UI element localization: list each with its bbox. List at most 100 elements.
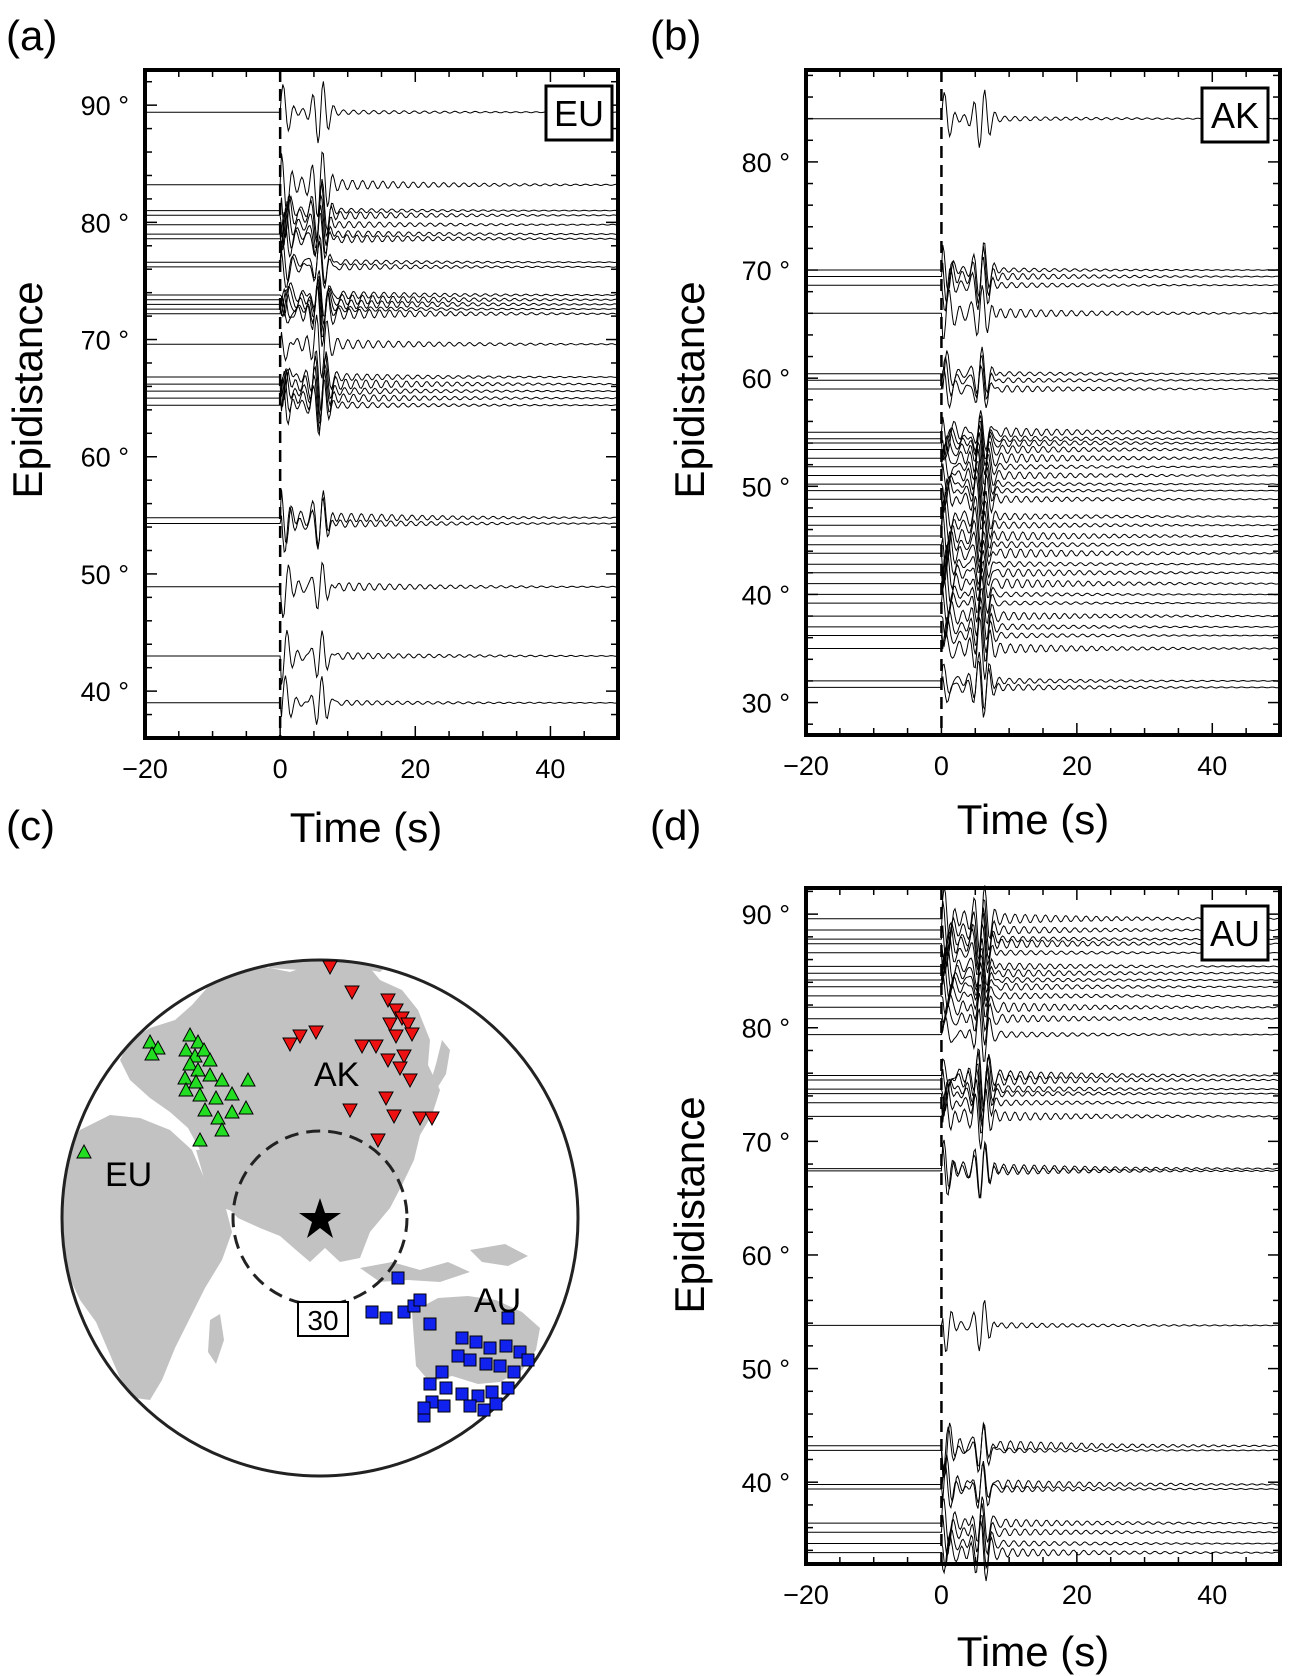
seismogram-trace [806,1421,1279,1478]
landmass-arabia [196,1148,252,1214]
seismogram-trace [806,285,1279,339]
seismogram-trace [806,659,1279,718]
y-tick-label: 40 ° [81,677,129,707]
station-marker-eu [182,1026,198,1042]
y-tick-label: 70 ° [81,326,129,356]
station-marker-au [483,1341,497,1355]
station-marker-eu [178,1041,194,1057]
seismogram-trace [145,282,617,338]
y-tick-label: 60 ° [742,364,790,394]
globe-outline [60,958,580,1478]
seismogram-trace [806,498,1279,555]
station-marker-ak [370,1133,386,1149]
seismogram-trace [806,1008,1279,1062]
region-label-ak: AK [314,1056,360,1094]
station-marker-ak [342,1103,358,1119]
station-marker-ak [412,1111,428,1127]
seismogram-trace [806,1300,1279,1353]
station-marker-eu [210,1109,226,1125]
seismogram-trace [806,420,1279,466]
seismogram-trace [145,369,617,432]
seismogram-trace [145,275,617,326]
distance-label-box: 30 [297,1301,349,1337]
station-marker-eu [224,1085,240,1101]
seismogram-trace [145,314,617,379]
panel-d-ylabel: Epidistance [666,1096,713,1313]
station-marker-ak [388,1029,404,1045]
station-marker-eu [240,1071,256,1087]
station-marker-eu [197,1101,213,1117]
x-tick-label: −20 [122,754,168,784]
seismogram-trace [145,350,617,411]
station-marker-au [521,1353,535,1367]
station-marker-au [451,1349,465,1363]
station-marker-ak [380,1053,396,1069]
x-tick-label: 0 [273,754,288,784]
seismogram-trace [145,363,617,424]
y-tick-label: 50 ° [742,1355,790,1385]
seismogram-trace [145,270,617,318]
seismogram-trace [806,530,1279,584]
seismogram-trace [806,354,1279,401]
x-tick-label: 20 [400,754,430,784]
seismogram-trace [145,241,617,289]
panel-d-xlabel: Time (s) [957,1628,1109,1675]
station-marker-ak [354,1039,370,1055]
y-tick-label: 50 ° [81,560,129,590]
panel-d-tag: AU [1210,913,1260,954]
seismogram-trace [806,1520,1279,1582]
seismogram-trace [806,1144,1279,1199]
seismogram-trace [806,617,1279,680]
station-marker-ak [380,993,396,1009]
x-tick-label: −20 [783,1580,829,1610]
x-tick-label: 40 [1197,751,1227,781]
station-map: 30 EU AK AU [60,958,580,1478]
seismogram-trace [806,448,1279,507]
station-marker-au [379,1311,393,1325]
seismogram-trace [806,1067,1279,1127]
seismogram-trace [806,540,1279,590]
station-marker-ak [378,1091,394,1107]
seismogram-panel-eu: Epidistance Time (s) −20 0 20 40 40 ° 50 ° 60 … [4,68,620,851]
station-marker-ak [424,1111,440,1127]
y-tick-label: 60 ° [81,443,129,473]
y-tick-label: 90 ° [81,91,129,121]
station-marker-ak [322,960,338,976]
seismogram-trace [806,490,1279,548]
seismogram-trace [806,256,1279,312]
station-marker-eu [76,1143,92,1159]
landmass-indonesia [360,1262,470,1282]
seismogram-trace [806,606,1279,662]
seismogram-trace [806,587,1279,641]
station-marker-eu [196,1041,212,1057]
seismogram-trace [806,509,1279,563]
panel-b-tag-box: AK [1200,86,1270,144]
y-tick-label: 90 ° [742,900,790,930]
seismogram-trace [806,466,1279,522]
station-marker-au [423,1317,437,1331]
station-marker-ak [382,1017,398,1033]
y-tick-label: 40 ° [742,1468,790,1498]
station-marker-au [423,1377,437,1391]
station-marker-eu [202,1051,218,1067]
seismogram-trace [806,519,1279,571]
station-marker-au [501,1311,515,1325]
seismogram-trace [806,1424,1279,1477]
station-marker-au [477,1403,491,1417]
seismogram-panel-ak: Epidistance Time (s) −20 0 20 40 30 ° 40 ° 50 … [666,68,1282,843]
seismogram-trace [806,544,1279,591]
station-marker-eu [144,1045,160,1061]
y-tick-label: 60 ° [742,1241,790,1271]
station-marker-ak [282,1037,298,1053]
seismogram-trace [806,242,1279,298]
y-tick-label: 30 ° [742,689,790,719]
seismogram-trace [145,81,617,144]
station-marker-au [417,1401,431,1415]
station-marker-ak [400,1017,416,1033]
seismogram-trace [806,1503,1279,1558]
panel-a-letter: (a) [6,12,57,59]
seismogram-trace [806,912,1279,975]
plot-frame [804,886,1282,1566]
seismogram-trace [806,363,1279,410]
panel-b-letter: (b) [650,12,701,59]
